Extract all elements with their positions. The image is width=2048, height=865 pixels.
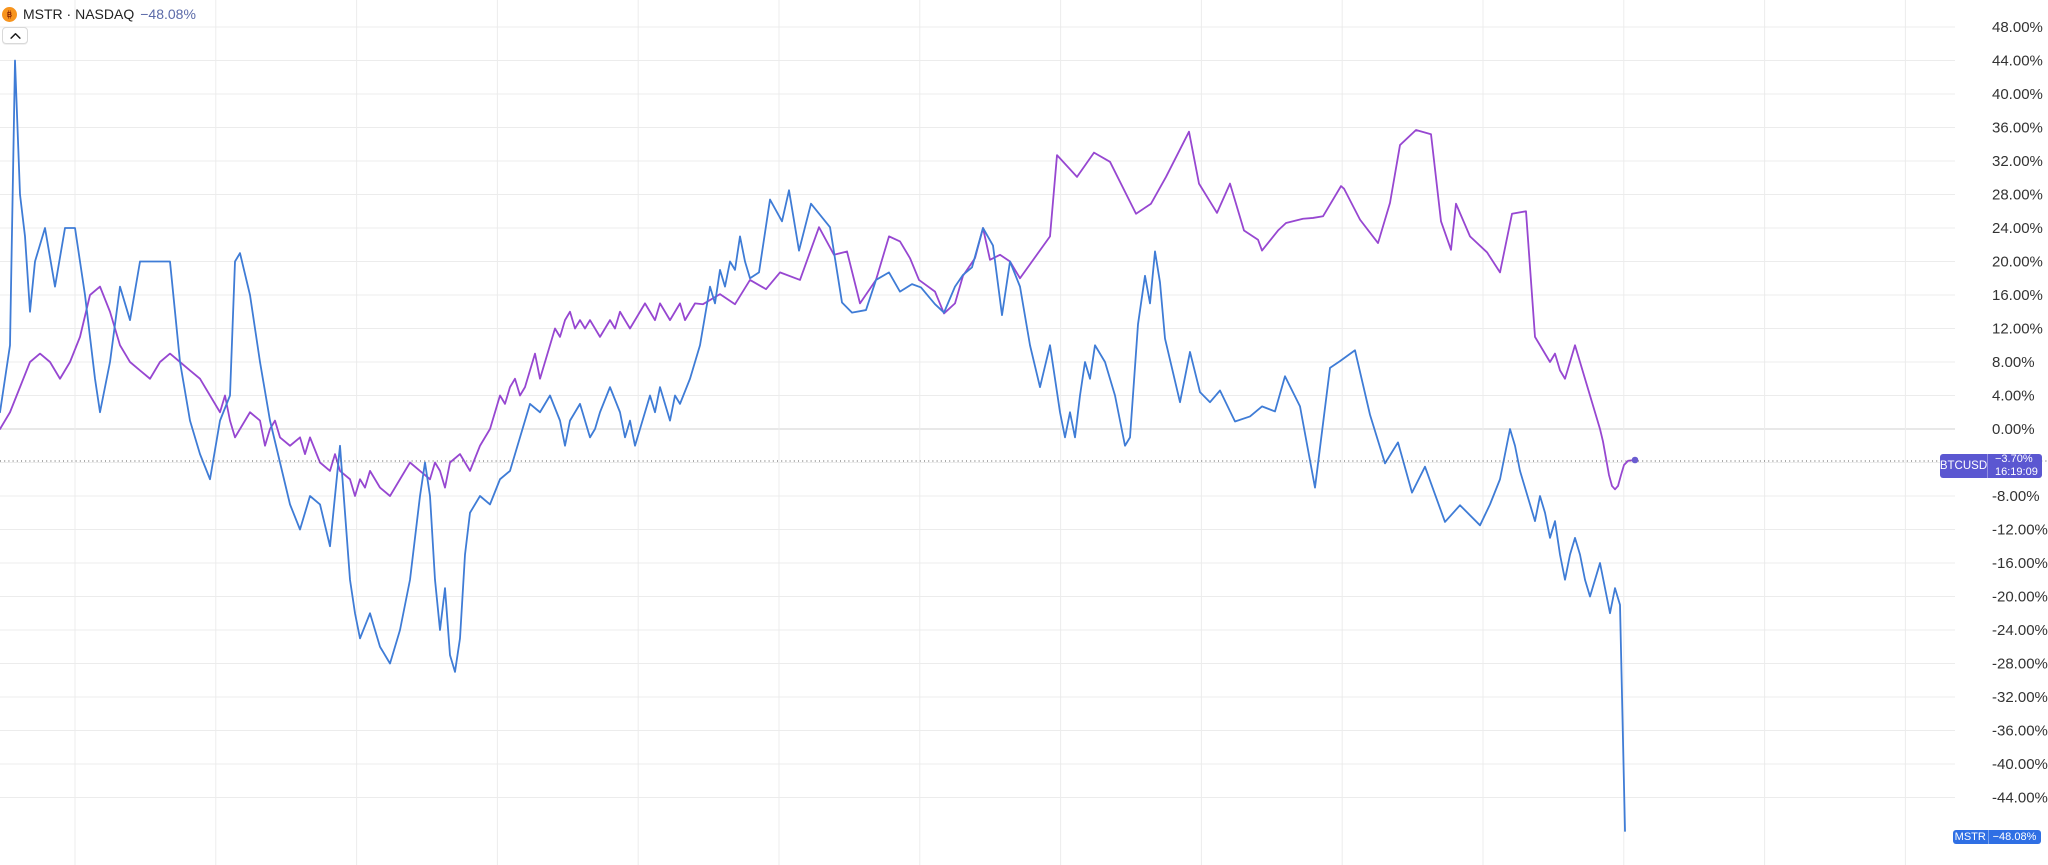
svg-text:32.00%: 32.00% [1992,153,2043,170]
svg-text:-16.00%: -16.00% [1992,555,2048,572]
svg-text:-20.00%: -20.00% [1992,589,2048,606]
svg-text:12.00%: 12.00% [1992,321,2043,338]
svg-text:4.00%: 4.00% [1992,388,2035,405]
svg-text:-36.00%: -36.00% [1992,723,2048,740]
svg-text:8.00%: 8.00% [1992,354,2035,371]
svg-text:28.00%: 28.00% [1992,187,2043,204]
svg-text:-32.00%: -32.00% [1992,689,2048,706]
svg-text:-28.00%: -28.00% [1992,656,2048,673]
svg-text:16.00%: 16.00% [1992,287,2043,304]
svg-text:36.00%: 36.00% [1992,120,2043,137]
svg-text:-44.00%: -44.00% [1992,790,2048,807]
svg-text:-40.00%: -40.00% [1992,756,2048,773]
svg-text:B: B [7,11,12,18]
svg-text:24.00%: 24.00% [1992,220,2043,237]
svg-text:44.00%: 44.00% [1992,53,2043,70]
svg-text:48.00%: 48.00% [1992,19,2043,36]
svg-text:-8.00%: -8.00% [1992,488,2040,505]
svg-text:40.00%: 40.00% [1992,86,2043,103]
svg-text:-24.00%: -24.00% [1992,622,2048,639]
svg-text:20.00%: 20.00% [1992,254,2043,271]
svg-text:0.00%: 0.00% [1992,421,2035,438]
svg-text:-12.00%: -12.00% [1992,522,2048,539]
